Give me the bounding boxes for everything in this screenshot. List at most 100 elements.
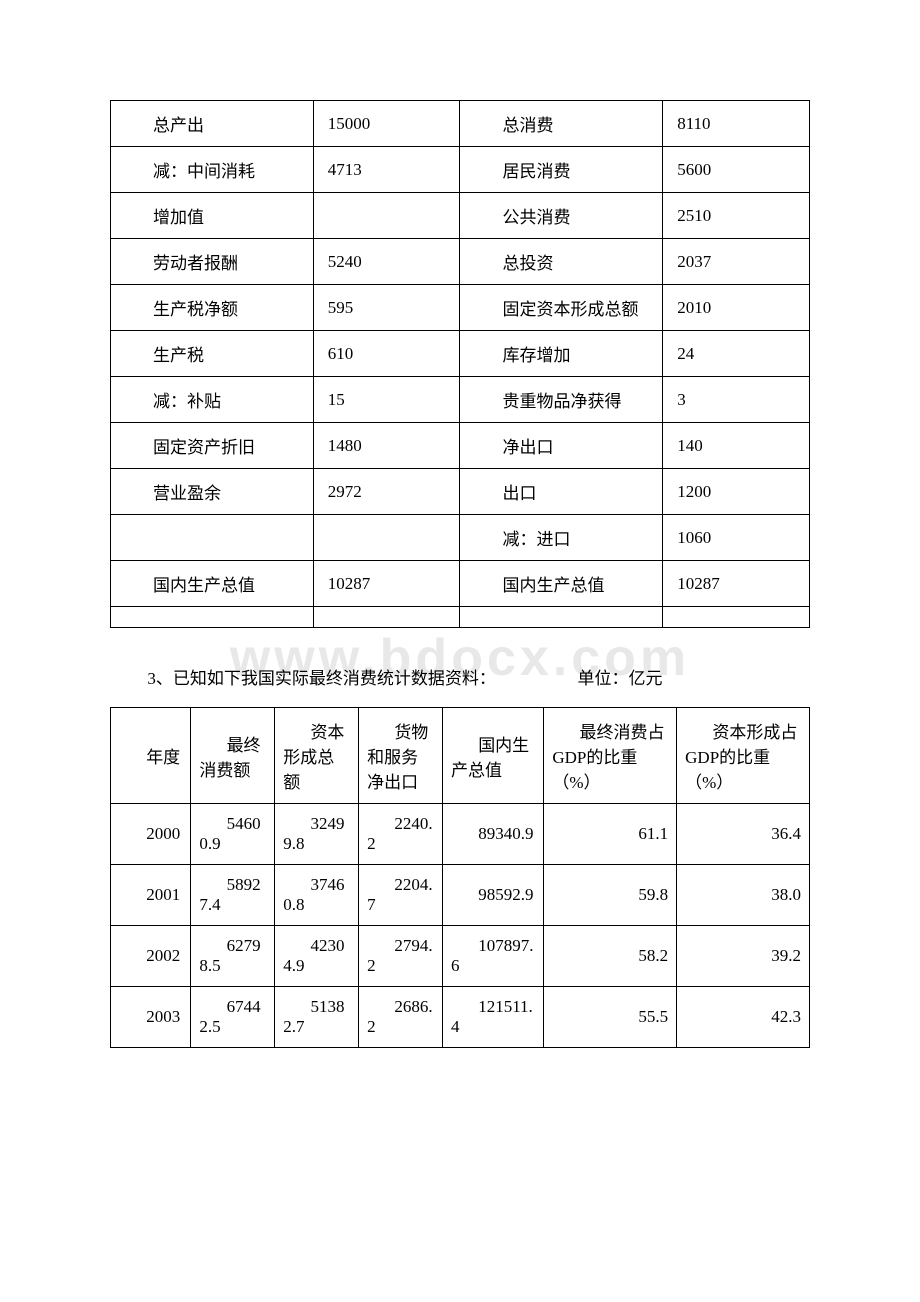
cell-value: 32499.8	[275, 804, 359, 865]
header-cell: 资本形成总额	[275, 708, 359, 804]
cell-label: 减：补贴	[111, 377, 314, 423]
cell-label: 生产税净额	[111, 285, 314, 331]
cell-label: 总产出	[111, 101, 314, 147]
header-cell: 资本形成占 GDP的比重（%）	[677, 708, 810, 804]
table-2: 年度 最终消费额 资本形成总额 货物和服务净出口 国内生产总值 最终消费占 GD…	[110, 707, 810, 1048]
cell-value: 98592.9	[443, 865, 544, 926]
cell-label: 公共消费	[460, 193, 663, 239]
table-row: 2000 54600.9 32499.8 2240.2 89340.9 61.1…	[111, 804, 810, 865]
cell-value	[313, 607, 460, 628]
cell-label: 总消费	[460, 101, 663, 147]
table-1: 总产出 15000 总消费 8110 减：中间消耗 4713 居民消费 5600…	[110, 100, 810, 628]
header-cell: 国内生产总值	[443, 708, 544, 804]
cell-value: 2794.2	[359, 926, 443, 987]
cell-year: 2003	[111, 987, 191, 1048]
cell-label: 国内生产总值	[111, 561, 314, 607]
cell-value: 55.5	[544, 987, 677, 1048]
cell-value: 2510	[663, 193, 810, 239]
cell-label: 营业盈余	[111, 469, 314, 515]
cell-label: 生产税	[111, 331, 314, 377]
header-cell: 最终消费占 GDP的比重（%）	[544, 708, 677, 804]
cell-label: 固定资产折旧	[111, 423, 314, 469]
cell-value: 61.1	[544, 804, 677, 865]
cell-label: 国内生产总值	[460, 561, 663, 607]
table-row: 营业盈余 2972 出口 1200	[111, 469, 810, 515]
table-row: 生产税净额 595 固定资本形成总额 2010	[111, 285, 810, 331]
cell-value: 4713	[313, 147, 460, 193]
cell-value: 610	[313, 331, 460, 377]
cell-value: 1060	[663, 515, 810, 561]
cell-value: 42.3	[677, 987, 810, 1048]
cell-value: 2686.2	[359, 987, 443, 1048]
cell-value: 58.2	[544, 926, 677, 987]
cell-label: 固定资本形成总额	[460, 285, 663, 331]
table-row: 2003 67442.5 51382.7 2686.2 121511.4 55.…	[111, 987, 810, 1048]
cell-label	[460, 607, 663, 628]
table-row: 增加值 公共消费 2510	[111, 193, 810, 239]
cell-value: 5600	[663, 147, 810, 193]
header-cell: 货物和服务净出口	[359, 708, 443, 804]
table-row: 生产税 610 库存增加 24	[111, 331, 810, 377]
cell-value	[313, 193, 460, 239]
cell-value: 89340.9	[443, 804, 544, 865]
cell-value: 107897.6	[443, 926, 544, 987]
cell-label: 库存增加	[460, 331, 663, 377]
cell-value: 2204.7	[359, 865, 443, 926]
table-row: 劳动者报酬 5240 总投资 2037	[111, 239, 810, 285]
cell-value: 62798.5	[191, 926, 275, 987]
table-row: 减：中间消耗 4713 居民消费 5600	[111, 147, 810, 193]
cell-value: 54600.9	[191, 804, 275, 865]
cell-value: 3	[663, 377, 810, 423]
cell-value: 59.8	[544, 865, 677, 926]
cell-value: 37460.8	[275, 865, 359, 926]
question-text: 3、已知如下我国实际最终消费统计数据资料：	[147, 669, 496, 688]
cell-value: 38.0	[677, 865, 810, 926]
cell-value: 121511.4	[443, 987, 544, 1048]
cell-label: 减：进口	[460, 515, 663, 561]
document-page: 总产出 15000 总消费 8110 减：中间消耗 4713 居民消费 5600…	[0, 0, 920, 1108]
cell-value: 2240.2	[359, 804, 443, 865]
cell-label	[111, 515, 314, 561]
cell-value: 2037	[663, 239, 810, 285]
cell-value: 58927.4	[191, 865, 275, 926]
cell-value: 51382.7	[275, 987, 359, 1048]
cell-label: 出口	[460, 469, 663, 515]
cell-year: 2001	[111, 865, 191, 926]
cell-label: 劳动者报酬	[111, 239, 314, 285]
cell-value	[313, 515, 460, 561]
cell-label: 净出口	[460, 423, 663, 469]
cell-year: 2002	[111, 926, 191, 987]
table-row: 2001 58927.4 37460.8 2204.7 98592.9 59.8…	[111, 865, 810, 926]
cell-value	[663, 607, 810, 628]
cell-value: 36.4	[677, 804, 810, 865]
cell-value: 39.2	[677, 926, 810, 987]
cell-value: 10287	[663, 561, 810, 607]
table-row: 减：补贴 15 贵重物品净获得 3	[111, 377, 810, 423]
cell-value: 15000	[313, 101, 460, 147]
cell-value: 8110	[663, 101, 810, 147]
cell-label: 减：中间消耗	[111, 147, 314, 193]
cell-label: 贵重物品净获得	[460, 377, 663, 423]
table-row: 国内生产总值 10287 国内生产总值 10287	[111, 561, 810, 607]
cell-value: 2010	[663, 285, 810, 331]
header-cell: 年度	[111, 708, 191, 804]
table-header-row: 年度 最终消费额 资本形成总额 货物和服务净出口 国内生产总值 最终消费占 GD…	[111, 708, 810, 804]
cell-value: 15	[313, 377, 460, 423]
header-cell: 最终消费额	[191, 708, 275, 804]
question-unit: 单位：亿元	[540, 664, 662, 689]
table-row: 总产出 15000 总消费 8110	[111, 101, 810, 147]
table-row: 固定资产折旧 1480 净出口 140	[111, 423, 810, 469]
cell-label: 居民消费	[460, 147, 663, 193]
cell-label: 总投资	[460, 239, 663, 285]
table-row: 2002 62798.5 42304.9 2794.2 107897.6 58.…	[111, 926, 810, 987]
cell-value: 10287	[313, 561, 460, 607]
cell-value: 5240	[313, 239, 460, 285]
cell-year: 2000	[111, 804, 191, 865]
cell-label	[111, 607, 314, 628]
cell-value: 42304.9	[275, 926, 359, 987]
cell-value: 1200	[663, 469, 810, 515]
cell-value: 2972	[313, 469, 460, 515]
cell-label: 增加值	[111, 193, 314, 239]
table-row: 减：进口 1060	[111, 515, 810, 561]
cell-value: 1480	[313, 423, 460, 469]
